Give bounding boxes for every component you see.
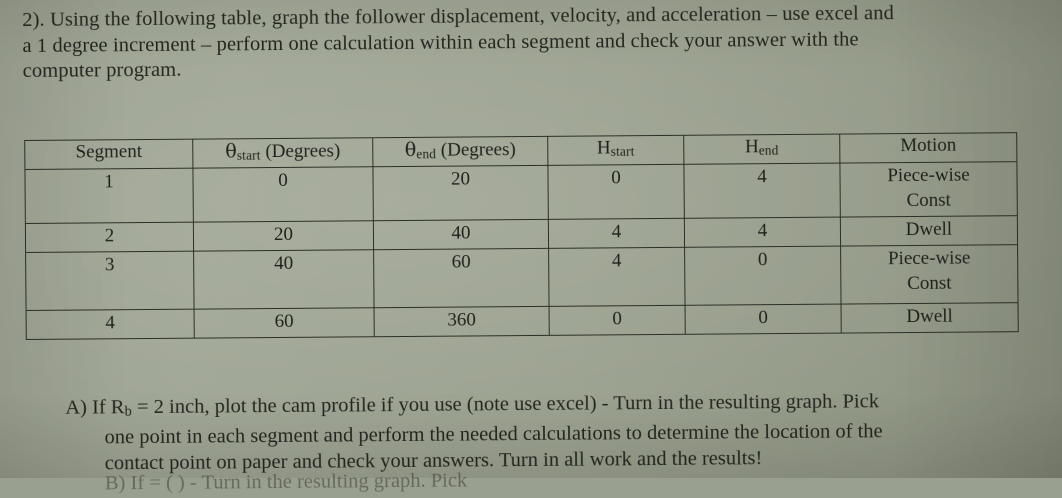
cell-motion: Piece-wise Const <box>839 162 1018 218</box>
part-a-line-1-rest: = 2 inch, plot the cam profile if you us… <box>131 390 880 419</box>
theta-start-unit: (Degrees) <box>260 140 341 163</box>
cell-segment: 4 <box>26 309 195 340</box>
cell-motion-line-2: Const <box>907 273 952 295</box>
column-header-motion-label: Motion <box>900 134 957 157</box>
cell-theta-start: 20 <box>193 221 374 252</box>
cell-theta-start: 0 <box>192 167 374 223</box>
cell-segment: 1 <box>24 168 194 224</box>
rb-subscript: b <box>124 403 133 420</box>
h-end-subscript: end <box>758 142 779 158</box>
cell-h-end: 4 <box>683 163 841 219</box>
h-symbol: H <box>744 136 759 158</box>
h-symbol: H <box>596 137 611 159</box>
cell-h-end: 0 <box>685 304 842 335</box>
cell-motion: Dwell <box>840 216 1018 247</box>
column-header-segment: Segment <box>24 139 193 170</box>
table-row: 1 0 20 0 4 Piece-wise Const <box>24 162 1018 224</box>
cell-motion-line-2: Const <box>906 190 951 212</box>
question-2-paragraph: 2). Using the following table, graph the… <box>22 0 1053 84</box>
cell-theta-end: 60 <box>373 248 550 309</box>
cell-h-start: 4 <box>548 247 686 307</box>
cell-theta-end: 20 <box>372 165 549 222</box>
cell-h-start: 0 <box>547 164 685 220</box>
cell-segment: 3 <box>25 251 195 311</box>
cell-theta-start: 40 <box>193 250 375 310</box>
cell-h-end: 0 <box>684 246 842 306</box>
paper-background <box>0 0 1062 478</box>
column-header-theta-end: θend (Degrees) <box>372 136 548 168</box>
cell-motion-line-1: Dwell <box>905 219 953 241</box>
part-a-prefix: A) If R <box>65 396 125 419</box>
h-start-subscript: start <box>610 143 635 159</box>
column-header-motion: Motion <box>839 132 1017 164</box>
theta-symbol: θ <box>225 140 237 163</box>
cell-motion: Piece-wise Const <box>840 245 1019 305</box>
cell-theta-end: 40 <box>373 219 549 251</box>
cell-motion-line-1: Piece-wise <box>887 164 970 187</box>
theta-end-unit: (Degrees) <box>436 139 516 161</box>
column-header-h-start: Hstart <box>547 135 684 166</box>
cam-motion-table-wrapper: Segment θstart (Degrees) θend (Degrees) … <box>24 132 1019 340</box>
column-header-segment-label: Segment <box>75 141 143 163</box>
part-a-paragraph: A) If Rb = 2 inch, plot the cam profile … <box>65 388 1062 477</box>
column-header-theta-start: θstart (Degrees) <box>192 137 373 169</box>
cell-theta-start: 60 <box>194 308 375 339</box>
table-row: 3 40 60 4 0 Piece-wise Const <box>25 245 1019 311</box>
cell-motion-line-1: Dwell <box>906 306 953 328</box>
cell-segment: 2 <box>25 222 194 253</box>
cell-motion: Dwell <box>841 303 1019 334</box>
theta-symbol: θ <box>404 138 417 161</box>
table-body: 1 0 20 0 4 Piece-wise Const 2 20 40 4 4 <box>24 162 1019 340</box>
column-header-h-end: Hend <box>683 134 840 165</box>
theta-start-subscript: start <box>236 147 261 163</box>
cell-h-start: 4 <box>548 218 685 249</box>
page-content: 2). Using the following table, graph the… <box>22 0 1062 494</box>
theta-end-subscript: end <box>416 146 437 162</box>
cell-motion-line-1: Piece-wise <box>887 247 971 270</box>
cell-h-end: 4 <box>684 217 841 248</box>
cam-motion-table: Segment θstart (Degrees) θend (Degrees) … <box>24 132 1019 340</box>
cell-h-start: 0 <box>549 305 686 336</box>
cell-theta-end: 360 <box>374 306 550 338</box>
